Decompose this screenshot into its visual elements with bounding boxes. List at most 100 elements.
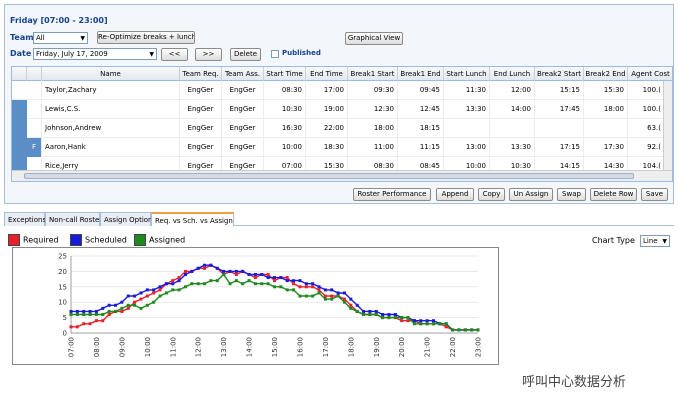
cell-b1s[interactable]: 18:00: [348, 119, 398, 138]
header-name[interactable]: Name: [42, 67, 180, 81]
cell-b1s[interactable]: 09:30: [348, 81, 398, 100]
cell-req[interactable]: EngGer: [180, 157, 222, 176]
header-team-req[interactable]: Team Req.: [180, 67, 222, 81]
delete-button[interactable]: Delete: [230, 48, 261, 61]
cell-b1e[interactable]: 18:15: [398, 119, 444, 138]
cell-st[interactable]: 08:30: [264, 81, 306, 100]
cell-name[interactable]: Rice,Jerry: [42, 157, 180, 176]
cell-st[interactable]: 10:30: [264, 100, 306, 119]
cell-req[interactable]: EngGer: [180, 138, 222, 157]
header-break1-start[interactable]: Break1 Start: [348, 67, 398, 81]
cell-el[interactable]: 14:00: [490, 100, 535, 119]
cell-flag[interactable]: [27, 100, 42, 119]
cell-et[interactable]: 22:00: [306, 119, 348, 138]
table-row[interactable]: F Aaron,Hank EngGer EngGer 10:00 18:30 11:00 11…: [12, 138, 672, 157]
cell-req[interactable]: EngGer: [180, 81, 222, 100]
cell-et[interactable]: 15:30: [306, 157, 348, 176]
cell-b2s[interactable]: 17:15: [535, 138, 584, 157]
cell-flag[interactable]: [27, 119, 42, 138]
header-break2-start[interactable]: Break2 Start: [535, 67, 584, 81]
cell-name[interactable]: Lewis,C.S.: [42, 100, 180, 119]
cell-et[interactable]: 19:00: [306, 100, 348, 119]
reoptimize-button[interactable]: Re-Optimize breaks + lunch: [97, 31, 195, 44]
cell-b1e[interactable]: 11:15: [398, 138, 444, 157]
chart-type-select[interactable]: Line ▼: [640, 235, 670, 247]
grid-horizontal-scrollbar[interactable]: [12, 170, 672, 181]
graphical-view-button[interactable]: Graphical View: [345, 32, 403, 45]
published-checkbox[interactable]: [271, 50, 279, 58]
cell-sl[interactable]: 10:00: [444, 157, 490, 176]
cell-ass[interactable]: EngGer: [222, 100, 264, 119]
unassign-button[interactable]: Un Assign: [509, 188, 553, 201]
tab-req-vs-sch[interactable]: Req. vs Sch. vs Assign: [151, 212, 234, 226]
cell-el[interactable]: 10:30: [490, 157, 535, 176]
cell-sl[interactable]: 13:00: [444, 138, 490, 157]
cell-et[interactable]: 18:30: [306, 138, 348, 157]
scroll-thumb[interactable]: [24, 173, 634, 179]
cell-flag[interactable]: [27, 81, 42, 100]
header-break2-end[interactable]: Break2 End: [584, 67, 628, 81]
delete-row-button[interactable]: Delete Row: [590, 188, 637, 201]
cell-el[interactable]: 12:00: [490, 81, 535, 100]
copy-button[interactable]: Copy: [478, 188, 505, 201]
tab-exceptions[interactable]: Exceptions: [4, 212, 46, 226]
cell-b1s[interactable]: 08:30: [348, 157, 398, 176]
cell-name[interactable]: Johnson,Andrew: [42, 119, 180, 138]
cell-et[interactable]: 17:00: [306, 81, 348, 100]
cell-req[interactable]: EngGer: [180, 100, 222, 119]
cell-st[interactable]: 07:00: [264, 157, 306, 176]
cell-flag[interactable]: [27, 157, 42, 176]
header-agent-cost[interactable]: Agent Cost: [628, 67, 672, 81]
cell-b1s[interactable]: 12:30: [348, 100, 398, 119]
cell-el[interactable]: [490, 119, 535, 138]
grid-vertical-scrollbar[interactable]: [663, 81, 672, 171]
cell-sl[interactable]: 13:30: [444, 100, 490, 119]
header-end-time[interactable]: End Time: [306, 67, 348, 81]
cell-ass[interactable]: EngGer: [222, 119, 264, 138]
cell-b2e[interactable]: 17:30: [584, 138, 628, 157]
table-row[interactable]: Taylor,Zachary EngGer EngGer 08:30 17:00 09:3…: [12, 81, 672, 100]
table-row[interactable]: Johnson,Andrew EngGer EngGer 16:30 22:00 18:0…: [12, 119, 672, 138]
cell-b2s[interactable]: 14:15: [535, 157, 584, 176]
cell-ass[interactable]: EngGer: [222, 81, 264, 100]
next-date-button[interactable]: >>: [195, 48, 222, 61]
cell-name[interactable]: Aaron,Hank: [42, 138, 180, 157]
cell-b1e[interactable]: 09:45: [398, 81, 444, 100]
header-end-lunch[interactable]: End Lunch: [490, 67, 535, 81]
swap-button[interactable]: Swap: [557, 188, 586, 201]
cell-el[interactable]: 13:30: [490, 138, 535, 157]
cell-b2e[interactable]: [584, 119, 628, 138]
cell-cost[interactable]: 63.(: [628, 119, 665, 138]
cell-flag[interactable]: F: [27, 138, 42, 157]
cell-b2s[interactable]: 15:15: [535, 81, 584, 100]
cell-ass[interactable]: EngGer: [222, 157, 264, 176]
date-select[interactable]: Friday, July 17, 2009 ▼: [33, 48, 157, 60]
team-select[interactable]: All ▼: [33, 32, 88, 44]
table-row[interactable]: Lewis,C.S. EngGer EngGer 10:30 19:00 12:30 12:…: [12, 100, 672, 119]
cell-b2s[interactable]: 17:45: [535, 100, 584, 119]
cell-cost[interactable]: 100.(: [628, 81, 665, 100]
header-start-time[interactable]: Start Time: [264, 67, 306, 81]
cell-sl[interactable]: 11:30: [444, 81, 490, 100]
append-button[interactable]: Append: [436, 188, 474, 201]
cell-b1e[interactable]: 12:45: [398, 100, 444, 119]
header-start-lunch[interactable]: Start Lunch: [444, 67, 490, 81]
cell-b2e[interactable]: 15:30: [584, 81, 628, 100]
cell-name[interactable]: Taylor,Zachary: [42, 81, 180, 100]
cell-b1s[interactable]: 11:00: [348, 138, 398, 157]
cell-st[interactable]: 16:30: [264, 119, 306, 138]
cell-b2s[interactable]: [535, 119, 584, 138]
roster-performance-button[interactable]: Roster Performance: [353, 188, 431, 201]
cell-ass[interactable]: EngGer: [222, 138, 264, 157]
prev-date-button[interactable]: <<: [161, 48, 188, 61]
header-team-ass[interactable]: Team Ass.: [222, 67, 264, 81]
cell-b1e[interactable]: 08:45: [398, 157, 444, 176]
cell-req[interactable]: EngGer: [180, 119, 222, 138]
cell-b2e[interactable]: 18:00: [584, 100, 628, 119]
cell-cost[interactable]: 100.(: [628, 100, 665, 119]
cell-sl[interactable]: [444, 119, 490, 138]
tab-non-call-roster[interactable]: Non-call Roster: [45, 212, 102, 226]
cell-st[interactable]: 10:00: [264, 138, 306, 157]
save-button[interactable]: Save: [641, 188, 668, 201]
cell-cost[interactable]: 92.(: [628, 138, 665, 157]
